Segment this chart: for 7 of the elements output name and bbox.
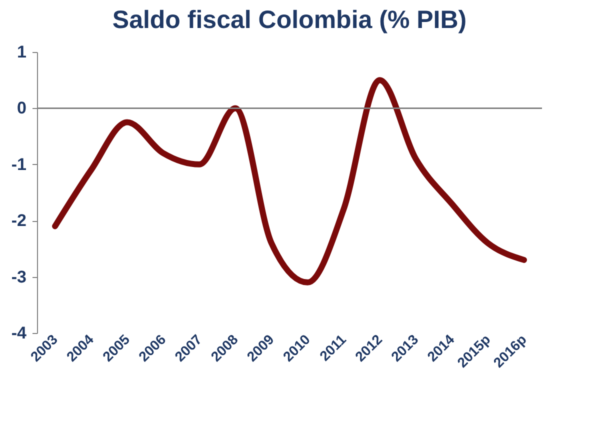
y-tick-label: -2 bbox=[11, 211, 26, 230]
y-tick-label: 1 bbox=[17, 42, 26, 62]
chart-title: Saldo fiscal Colombia (% PIB) bbox=[112, 6, 467, 34]
y-tick-label: 0 bbox=[17, 98, 26, 118]
y-tick-label: -4 bbox=[11, 324, 28, 342]
y-tick-label: -1 bbox=[11, 154, 26, 174]
y-tick-label: -3 bbox=[11, 267, 26, 286]
